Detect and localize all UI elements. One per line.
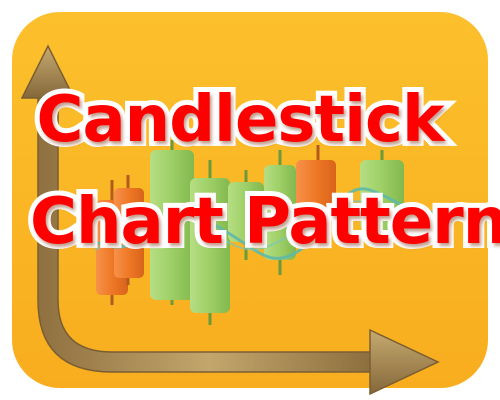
y-axis-arrow-head: [20, 44, 76, 99]
wave-indicator-line: [49, 187, 451, 260]
axis-body: [37, 87, 381, 373]
wave-indicator-line-secondary: [94, 200, 391, 251]
bullish-candle: [228, 182, 264, 242]
title-line-1: Candlestick: [32, 83, 450, 157]
bearish-candle: [114, 188, 144, 278]
title-line-2: Chart Patterns: [25, 185, 500, 259]
x-axis-arrow-head: [369, 328, 440, 396]
bullish-candle: [190, 178, 230, 313]
bearish-candle: [296, 160, 336, 208]
candlestick-chart-icon: [96, 140, 404, 325]
curved-axis-arrows-icon: [20, 44, 440, 396]
